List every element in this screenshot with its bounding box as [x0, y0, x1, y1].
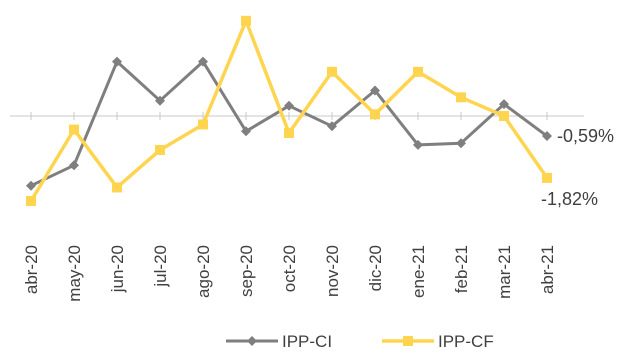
series-line — [30, 60, 548, 188]
series-ipp-ci — [26, 56, 552, 191]
legend: IPP-CI IPP-CF — [226, 332, 494, 351]
legend-marker — [247, 336, 257, 346]
data-point — [198, 119, 208, 130]
x-tick-label: ago-20 — [194, 245, 213, 298]
data-point — [456, 138, 466, 149]
legend-label: IPP-CF — [438, 332, 494, 351]
x-tick-label: abr-21 — [538, 245, 557, 294]
x-tick-label: may-20 — [65, 245, 84, 302]
legend-marker — [403, 336, 413, 346]
legend-label: IPP-CI — [282, 332, 332, 351]
series-ipp-cf — [26, 15, 552, 206]
data-point — [112, 182, 122, 193]
legend-item: IPP-CI — [226, 332, 332, 351]
data-point — [370, 85, 380, 96]
legend-item: IPP-CF — [382, 332, 494, 351]
data-point — [327, 121, 337, 132]
x-axis-labels: abr-20 may-20 jun-20 jul-20 ago-20 sep-20 oct-… — [22, 245, 557, 302]
data-label: -0,59% — [557, 126, 614, 146]
data-point — [370, 109, 380, 120]
x-tick-label: mar-21 — [495, 245, 514, 299]
data-point — [155, 145, 165, 155]
x-tick-label: sep-20 — [237, 245, 256, 297]
data-point — [284, 128, 294, 138]
x-tick-label: ene-21 — [409, 245, 428, 298]
data-point — [69, 160, 79, 171]
data-point — [499, 111, 509, 121]
data-point — [542, 131, 552, 142]
x-tick-label: abr-20 — [22, 245, 41, 294]
data-point — [198, 56, 208, 67]
data-point — [26, 196, 36, 206]
data-point — [456, 92, 466, 103]
data-point — [327, 66, 337, 77]
data-point — [26, 180, 36, 191]
data-point — [241, 126, 251, 137]
x-tick-label: jul-20 — [151, 245, 170, 288]
series-line — [29, 19, 549, 202]
x-tick-label: jun-20 — [108, 245, 127, 293]
data-point — [542, 172, 552, 183]
data-point — [284, 100, 294, 111]
data-point — [155, 95, 165, 106]
data-point — [413, 139, 423, 150]
x-tick-label: oct-20 — [280, 245, 299, 292]
data-labels: -0,59% -1,82% — [541, 126, 614, 209]
data-point — [241, 15, 251, 26]
data-point — [499, 99, 509, 110]
x-tick-label: nov-20 — [323, 245, 342, 297]
series-layer — [26, 15, 552, 206]
data-point — [112, 56, 122, 67]
data-point — [69, 124, 79, 135]
x-tick-label: feb-21 — [452, 245, 471, 293]
data-label: -1,82% — [541, 189, 598, 209]
data-point — [413, 66, 423, 77]
x-tick-label: dic-20 — [366, 245, 385, 291]
